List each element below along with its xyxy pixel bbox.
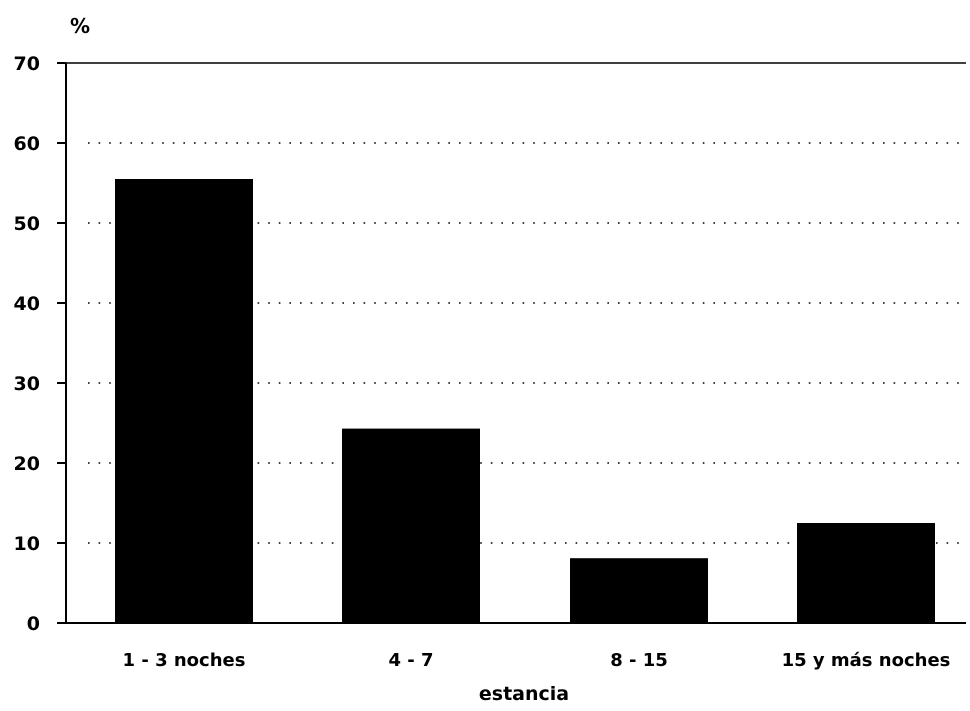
x-category-label-1: 4 - 7	[388, 650, 433, 671]
x-category-label-2: 8 - 15	[610, 650, 668, 671]
y-tick-label-60: 60	[14, 133, 40, 155]
y-tick-label-40: 40	[14, 293, 40, 315]
x-category-label-0: 1 - 3 noches	[123, 650, 246, 671]
y-tick-label-20: 20	[14, 453, 40, 475]
y-axis-label: %	[70, 14, 90, 38]
bar-2	[570, 558, 708, 623]
bars	[115, 179, 935, 623]
y-tick-label-70: 70	[14, 53, 40, 75]
y-tick-label-10: 10	[14, 533, 40, 555]
bar-1	[342, 428, 480, 623]
y-tick-label-30: 30	[14, 373, 40, 395]
x-category-labels: 1 - 3 noches 4 - 7 8 - 15 15 y más noches	[123, 650, 951, 671]
bar-0	[115, 179, 253, 623]
y-tick-labels: 0 10 20 30 40 50 60 70	[14, 53, 40, 635]
y-tick-label-50: 50	[14, 213, 40, 235]
y-tick-label-0: 0	[27, 613, 40, 635]
x-category-label-3: 15 y más noches	[782, 650, 951, 671]
x-axis-label: estancia	[479, 683, 569, 705]
axes	[57, 62, 966, 624]
bar-3	[797, 523, 935, 623]
